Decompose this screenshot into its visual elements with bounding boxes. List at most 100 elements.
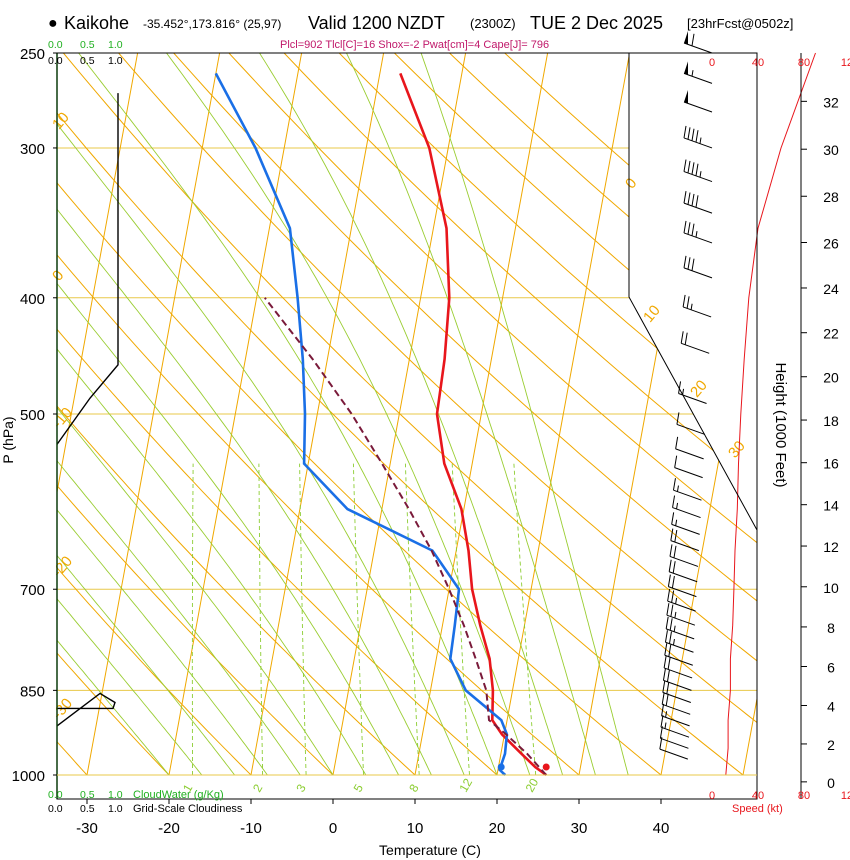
temp-tick-label: -10 [240,820,262,837]
height-tick-label: 10 [823,580,839,596]
isotherm-line [414,53,549,775]
height-tick-label: 28 [823,189,839,205]
isotherm-label: -20 [49,553,76,581]
mixing-ratio-label: 3 [293,781,309,794]
bottom-cloudwater-0: 0.0 [48,789,63,801]
wind-barb [676,412,706,435]
speed-tick-label-bottom: 120 [841,790,850,802]
wind-barb-flag [682,294,686,308]
surface-dewpoint-marker [497,763,505,771]
wind-barb-flag [660,715,664,728]
isotherm-line [86,53,221,775]
wind-barb-half [675,597,678,604]
height-tick-label: 0 [827,775,835,791]
wind-barb-flag [687,222,691,235]
dry-adiabat-line [372,53,757,775]
isotherm-label: 20 [687,377,711,401]
wind-barb [661,692,691,715]
moist-adiabat-line [57,53,367,775]
wind-barb-staff [669,555,699,567]
wind-barb-flag [673,545,677,558]
moist-adiabat-line [57,53,235,775]
wind-barb-flag [691,258,695,271]
speed-tick-label-top: 0 [709,57,715,69]
wind-barb-flag [661,692,665,705]
station-name: Kaikohe [64,13,129,33]
wind-barb [667,574,697,598]
wind-barb-staff [669,571,698,583]
wind-barb [659,726,689,749]
wind-barb [683,191,713,214]
isotherm-label: 10 [49,109,73,133]
height-tick-label: 6 [827,659,835,675]
cloudiness-label: Grid-Scale Cloudiness [133,803,243,815]
wind-barb-flag [672,495,676,508]
wind-speed-profile [725,52,816,776]
wind-barb-flag [686,296,690,309]
wind-barb [683,125,713,149]
moist-adiabat-line [346,53,596,775]
mixing-ratio-label: 5 [351,781,367,794]
dry-adiabat-line [57,53,610,775]
isotherm-line [742,53,757,775]
parcel-params: Plcl=902 Tlcl[C]=16 Shox=-2 Pwat[cm]=4 C… [280,39,549,51]
wind-barb [672,478,702,501]
dry-adiabat-line [263,53,757,775]
wind-barb [663,655,693,679]
pressure-tick-label: 1000 [12,768,45,785]
wind-barb-staff [676,423,706,435]
dry-adiabat-line [100,53,757,775]
moist-adiabat-line [57,53,334,775]
wind-barb-staff [674,467,703,479]
temp-tick-label: 40 [653,820,670,837]
pressure-tick-label: 400 [20,291,45,308]
top-cloudwater-1: 0.5 [80,39,95,51]
mixing-ratio-label: 2 [250,781,266,794]
wind-barb-staff [659,748,689,760]
height-tick-label: 20 [823,370,839,386]
temp-tick-label: -30 [76,820,98,837]
temp-tick-label: 20 [489,820,506,837]
wind-barb-flag [676,412,680,425]
wind-barb-flag [665,616,669,629]
wind-barb-flag [687,127,691,140]
wind-barb-staff [665,628,695,640]
wind-barb [661,703,690,727]
wind-barb-staff [683,137,713,149]
moist-adiabat-line [57,53,465,775]
cloudwater-label: CloudWater (g/Kg) [133,789,224,801]
wind-barb-flag [695,195,699,208]
height-tick-label: 14 [823,498,839,514]
wind-barb-half [699,137,702,144]
wind-barb-staff [683,42,713,54]
dry-adiabat-line [57,53,361,775]
height-tick-label: 4 [827,698,835,714]
wind-barb-flag [665,693,669,706]
speed-axis-label: Speed (kt) [732,803,783,815]
dry-adiabat-line [57,53,757,775]
bottom-cloudiness-2: 1.0 [108,803,123,815]
y-axis-title: P (hPa) [0,416,16,463]
speed-tick-label-top: 120 [841,57,850,69]
speed-tick-label-bottom: 0 [709,790,715,802]
wind-barb-staff [683,101,713,113]
wind-barb-flag [659,726,663,739]
wind-barb [664,643,693,666]
wind-barb-staff [683,267,713,279]
wind-barb-staff [665,641,694,653]
moist-adiabat-line [420,53,629,775]
top-cloudiness-2: 1.0 [108,55,123,67]
valid-date: TUE 2 Dec 2025 [530,13,663,33]
dry-adiabat-line [209,53,757,775]
dry-adiabat-line [57,53,278,775]
wind-barb-staff [670,540,699,552]
wind-barb-flag [662,680,666,693]
wind-barb-flag [668,644,672,657]
wind-barb-staff [662,691,691,703]
wind-barb-staff [667,600,696,612]
wind-barb-half [676,502,679,510]
isotherm-line [57,53,139,775]
wind-barb-flag [683,125,687,139]
wind-barb-half [695,231,698,238]
temp-tick-label: -20 [158,820,180,837]
